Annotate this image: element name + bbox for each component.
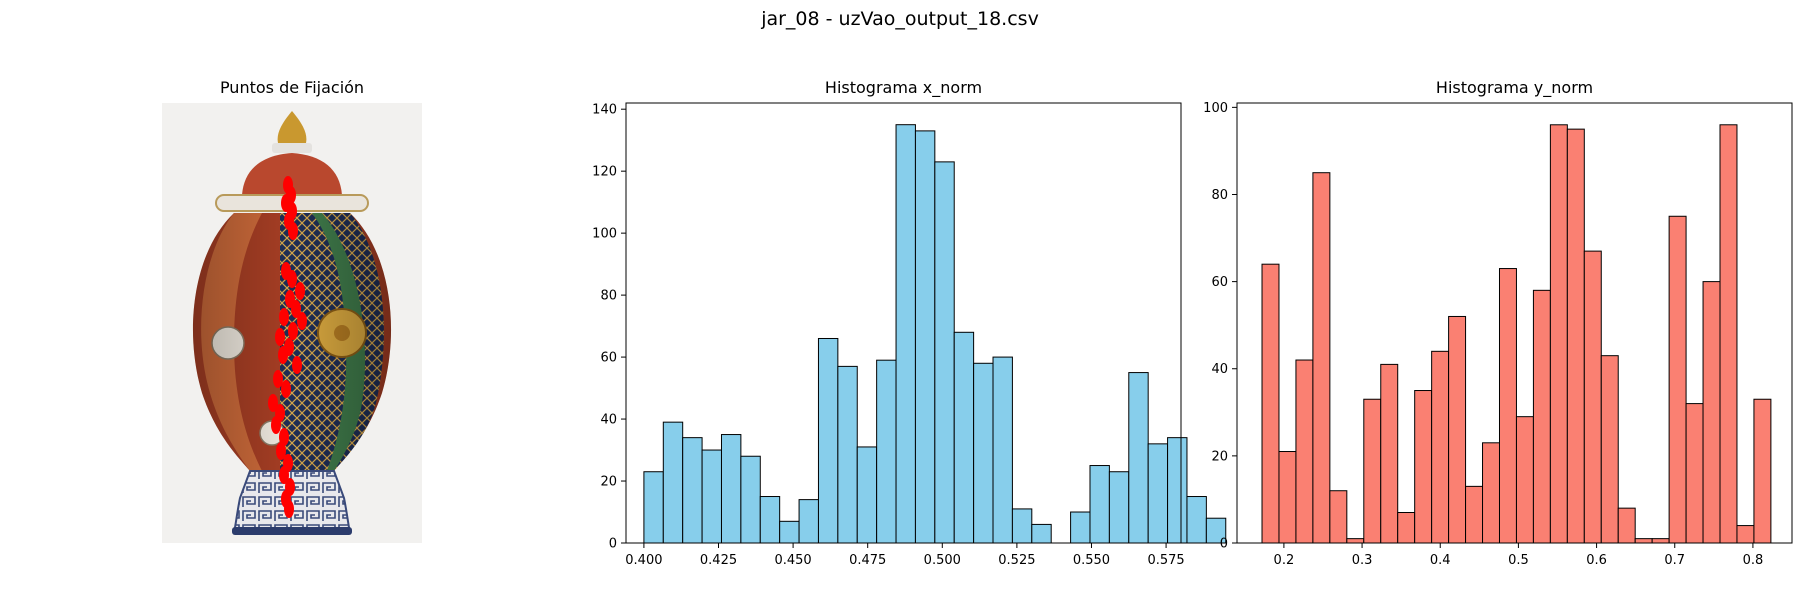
figure-title: jar_08 - uzVao_output_18.csv — [761, 8, 1039, 30]
histogram-bar — [973, 362, 994, 544]
histogram-bar — [759, 496, 781, 544]
fixation-point — [279, 466, 289, 484]
y-tick-label: 140 — [592, 103, 617, 118]
fixation-point — [273, 370, 283, 388]
histogram-bar — [1108, 471, 1130, 544]
histogram-bar — [720, 434, 742, 544]
x-tick-label: 0.450 — [774, 553, 811, 568]
fixation-point — [297, 312, 307, 330]
fixation-point — [291, 300, 301, 318]
histogram-bar — [662, 421, 684, 544]
x-tick-label: 0.425 — [700, 553, 737, 568]
histogram-bar — [1167, 437, 1188, 544]
histogram-bar — [856, 446, 878, 544]
fixation-point — [284, 500, 294, 518]
x-hist-title: Histograma x_norm — [824, 78, 983, 97]
histogram-bar — [1089, 465, 1110, 544]
fixation-point — [287, 270, 297, 288]
histogram-bar — [1070, 511, 1091, 544]
histogram-bar — [992, 356, 1013, 544]
x-tick-label: 0.550 — [1073, 553, 1110, 568]
fixation-point — [275, 328, 285, 346]
x-hist-frame — [625, 102, 1182, 544]
fixation-point — [288, 322, 298, 340]
y-tick-label: 40 — [600, 413, 617, 428]
image-panel-title: Puntos de Fijación — [219, 78, 365, 97]
histogram-bar — [701, 449, 722, 544]
histogram-bar — [914, 130, 936, 544]
histogram-bar — [740, 455, 761, 544]
y-tick-label: 120 — [592, 165, 617, 180]
histogram-bar — [1011, 508, 1033, 544]
fixation-point — [279, 428, 289, 446]
histogram-bar — [798, 499, 819, 544]
histogram-bar — [817, 337, 839, 544]
fixation-point — [295, 282, 305, 300]
x-tick-label: 0.500 — [924, 553, 961, 568]
fixation-point — [281, 380, 291, 398]
histogram-bar — [1128, 372, 1149, 544]
histogram-bar — [895, 124, 916, 544]
x-tick-label: 0.475 — [849, 553, 886, 568]
fixation-point — [288, 222, 298, 240]
histogram-bar — [953, 331, 975, 544]
histogram-bar — [1205, 517, 1227, 544]
histogram-bar — [1186, 496, 1207, 544]
histogram-bar — [682, 437, 703, 544]
histogram-bar — [643, 471, 664, 544]
x-tick-label: 0.400 — [625, 553, 662, 568]
y-tick-label: 80 — [600, 289, 617, 304]
histogram-bar — [1031, 523, 1052, 544]
histogram-bar — [934, 161, 955, 544]
histogram-bar — [779, 520, 800, 544]
histogram-bar — [837, 365, 858, 544]
y-tick-label: 100 — [592, 227, 617, 242]
fixation-point — [292, 356, 302, 374]
fixation-point — [278, 346, 288, 364]
fixation-point — [276, 442, 286, 460]
jar-image-with-fixations — [162, 103, 422, 543]
x-tick-label: 0.525 — [998, 553, 1035, 568]
fixation-point — [271, 416, 281, 434]
y-hist-title: Histograma y_norm — [1435, 78, 1594, 97]
y-tick-label: 20 — [600, 475, 617, 490]
histogram-bar — [876, 359, 897, 544]
x-tick-label: 0.575 — [1147, 553, 1184, 568]
fixation-point — [279, 308, 289, 326]
fixation-point — [268, 394, 278, 412]
histogram-bar — [1147, 443, 1169, 544]
y-tick-label: 60 — [600, 351, 617, 366]
y-tick-label: 0 — [609, 537, 617, 552]
